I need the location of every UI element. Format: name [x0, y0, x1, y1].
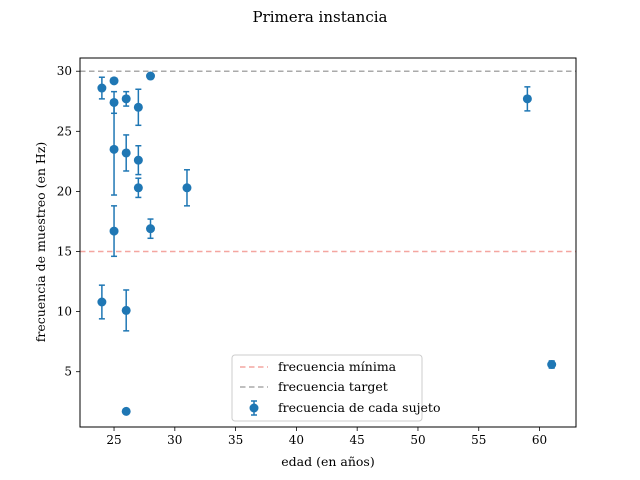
data-point — [146, 71, 156, 81]
x-tick-label: 40 — [289, 433, 304, 447]
data-point — [97, 76, 107, 100]
point-marker — [109, 144, 119, 154]
legend-point — [249, 403, 259, 413]
data-point — [109, 102, 119, 196]
point-marker — [522, 94, 532, 104]
data-point — [109, 76, 119, 86]
data-point — [522, 86, 532, 112]
x-tick-label: 25 — [106, 433, 121, 447]
data-point — [109, 205, 119, 258]
y-tick-label: 5 — [64, 365, 72, 379]
point-marker — [121, 406, 131, 416]
point-marker — [109, 76, 119, 86]
y-axis-ticks: 5 10 15 20 25 30 — [57, 64, 80, 379]
reference-lines — [80, 70, 576, 253]
y-tick-label: 30 — [57, 64, 72, 78]
point-marker — [97, 83, 107, 93]
point-marker — [547, 359, 557, 369]
data-point — [121, 90, 131, 107]
legend-label-frecuencia-sujeto: frecuencia de cada sujeto — [278, 400, 440, 415]
x-axis-label: edad (en años) — [281, 454, 374, 469]
point-marker — [133, 155, 143, 165]
x-tick-label: 45 — [350, 433, 365, 447]
data-point — [133, 144, 143, 176]
x-tick-label: 35 — [228, 433, 243, 447]
point-marker — [121, 148, 131, 158]
point-marker — [109, 226, 119, 236]
data-point — [547, 359, 557, 369]
data-point — [121, 134, 131, 172]
x-axis-ticks: 25 30 35 40 45 50 55 60 — [106, 427, 547, 447]
legend-box — [231, 354, 423, 422]
point-marker — [146, 224, 156, 234]
y-tick-label: 20 — [57, 184, 72, 198]
plot-frame — [79, 57, 577, 428]
point-marker — [121, 305, 131, 315]
legend-marker-frecuencia-sujeto — [249, 400, 259, 416]
data-point — [182, 169, 192, 207]
point-marker — [182, 183, 192, 193]
y-axis-label: frecuencia de muestreo (en Hz) — [33, 142, 48, 343]
point-marker — [133, 183, 143, 193]
chart-title: Primera instancia — [253, 8, 388, 26]
point-marker — [97, 297, 107, 307]
x-tick-label: 60 — [532, 433, 547, 447]
x-tick-label: 50 — [410, 433, 425, 447]
point-marker — [109, 97, 119, 107]
point-marker — [121, 94, 131, 104]
legend-label-frecuencia-target: frecuencia target — [278, 379, 388, 394]
data-point — [121, 406, 131, 416]
data-points — [97, 71, 557, 416]
point-marker — [133, 102, 143, 112]
point-marker — [146, 71, 156, 81]
x-tick-label: 30 — [167, 433, 182, 447]
y-tick-label: 25 — [57, 124, 72, 138]
data-point — [121, 289, 131, 332]
x-tick-label: 55 — [471, 433, 486, 447]
legend-label-frecuencia-minima: frecuencia mínima — [278, 359, 397, 374]
y-tick-label: 10 — [57, 305, 72, 319]
data-point — [133, 177, 143, 199]
data-point — [133, 88, 143, 127]
data-point — [97, 284, 107, 320]
y-tick-label: 15 — [57, 245, 72, 259]
data-point — [146, 218, 156, 240]
legend: frecuencia mínima frecuencia target frec… — [231, 354, 440, 422]
